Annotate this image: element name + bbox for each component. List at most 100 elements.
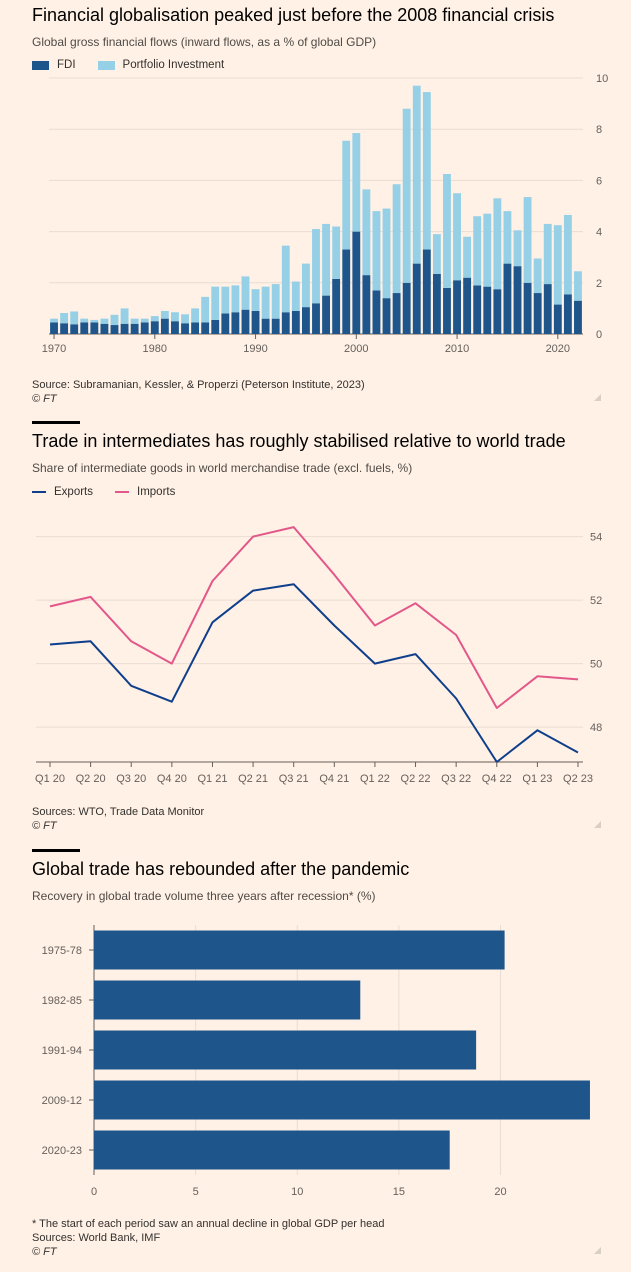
bar-fdi bbox=[523, 282, 532, 334]
chart2-legend: Exports Imports bbox=[32, 486, 189, 498]
bar-fdi bbox=[211, 319, 220, 334]
bar-fdi bbox=[473, 285, 482, 334]
bar-fdi bbox=[503, 263, 512, 334]
bar-portfolio bbox=[422, 92, 431, 250]
bar-portfolio bbox=[181, 314, 189, 324]
chart2-resize-icon bbox=[594, 821, 601, 828]
bar-fdi bbox=[140, 322, 149, 334]
bar-fdi bbox=[70, 324, 79, 334]
bar-portfolio bbox=[503, 211, 512, 264]
bar-fdi bbox=[322, 295, 331, 334]
bar-fdi bbox=[60, 323, 69, 334]
bar-fdi bbox=[372, 290, 381, 334]
y-tick-label: 48 bbox=[590, 722, 602, 734]
bar bbox=[94, 980, 361, 1020]
bar-portfolio bbox=[432, 234, 441, 274]
chart2-source: Sources: WTO, Trade Data Monitor © FT bbox=[32, 805, 204, 833]
bar-fdi bbox=[402, 282, 411, 334]
bar-fdi bbox=[301, 307, 310, 334]
chart1-source: Source: Subramanian, Kessler, & Properzi… bbox=[32, 378, 365, 406]
bar-fdi bbox=[281, 312, 290, 334]
x-tick-label: 1970 bbox=[42, 343, 66, 355]
x-tick-label: Q2 21 bbox=[238, 773, 268, 785]
bar-fdi bbox=[513, 266, 522, 334]
y-tick-label: 10 bbox=[596, 73, 608, 85]
bar-portfolio bbox=[60, 313, 69, 324]
bar bbox=[94, 1080, 590, 1120]
bar-portfolio bbox=[110, 314, 119, 326]
bar-fdi bbox=[201, 322, 210, 334]
y-tick-label: 0 bbox=[596, 329, 602, 341]
bar-portfolio bbox=[231, 285, 240, 313]
bar bbox=[94, 930, 505, 970]
bar-portfolio bbox=[221, 286, 230, 314]
bar-portfolio bbox=[523, 197, 532, 283]
bar-portfolio bbox=[332, 226, 341, 279]
x-tick-label: 10 bbox=[291, 1186, 303, 1198]
bar-portfolio bbox=[211, 286, 220, 320]
y-tick-label: 1975-78 bbox=[42, 945, 82, 957]
chart1-source-text: Source: Subramanian, Kessler, & Properzi… bbox=[32, 379, 365, 391]
bar-portfolio bbox=[140, 318, 149, 323]
bar-fdi bbox=[563, 294, 572, 334]
chart3-source: * The start of each period saw an annual… bbox=[32, 1217, 384, 1259]
bar-fdi bbox=[181, 323, 189, 334]
bar-portfolio bbox=[322, 223, 331, 296]
bar-fdi bbox=[432, 273, 441, 334]
series-line-exports bbox=[49, 583, 579, 763]
bar-portfolio bbox=[483, 213, 492, 287]
chart3-rule bbox=[32, 849, 80, 852]
x-tick-label: 5 bbox=[193, 1186, 199, 1198]
x-tick-label: 20 bbox=[494, 1186, 506, 1198]
chart3-resize-icon bbox=[594, 1247, 601, 1254]
x-tick-label: Q3 22 bbox=[441, 773, 471, 785]
bar-fdi bbox=[443, 287, 451, 334]
y-tick-label: 1991-94 bbox=[42, 1045, 82, 1057]
y-tick-label: 1982-85 bbox=[42, 995, 82, 1007]
x-tick-label: Q2 23 bbox=[563, 773, 593, 785]
bar-fdi bbox=[463, 277, 472, 334]
x-tick-label: 2020 bbox=[546, 343, 570, 355]
bar-portfolio bbox=[493, 198, 502, 290]
y-tick-label: 2 bbox=[596, 278, 602, 290]
bar-fdi bbox=[574, 300, 582, 334]
legend-item-fdi: FDI bbox=[32, 59, 76, 71]
legend-item-imports: Imports bbox=[115, 486, 175, 498]
bar-portfolio bbox=[50, 318, 58, 323]
bar-portfolio bbox=[513, 230, 522, 267]
x-tick-label: Q4 21 bbox=[319, 773, 349, 785]
chart2-source-text: Sources: WTO, Trade Data Monitor bbox=[32, 806, 205, 818]
x-tick-label: 0 bbox=[91, 1186, 97, 1198]
x-tick-label: Q1 21 bbox=[197, 773, 227, 785]
bar-portfolio bbox=[352, 133, 361, 232]
bar-fdi bbox=[150, 321, 159, 334]
bar-fdi bbox=[120, 323, 129, 334]
bar-portfolio bbox=[574, 271, 582, 301]
chart3-subtitle: Recovery in global trade volume three ye… bbox=[32, 889, 376, 903]
chart1-legend: FDI Portfolio Investment bbox=[32, 59, 238, 71]
x-tick-label: 2010 bbox=[445, 343, 469, 355]
chart3-footnote: * The start of each period saw an annual… bbox=[32, 1218, 385, 1230]
bar-portfolio bbox=[241, 276, 250, 310]
chart2-credit: © FT bbox=[32, 820, 57, 832]
x-tick-label: 1990 bbox=[243, 343, 267, 355]
y-tick-label: 54 bbox=[590, 532, 602, 544]
bar-portfolio bbox=[463, 236, 472, 278]
bar bbox=[94, 1030, 477, 1070]
bar-portfolio bbox=[70, 311, 79, 325]
bar-fdi bbox=[412, 263, 421, 334]
chart3-source-text: Sources: World Bank, IMF bbox=[32, 1232, 161, 1244]
bar-portfolio bbox=[171, 312, 179, 322]
x-tick-label: Q2 20 bbox=[76, 773, 106, 785]
x-tick-label: 2000 bbox=[344, 343, 368, 355]
bar-portfolio bbox=[533, 258, 542, 294]
series-line-imports bbox=[49, 526, 579, 709]
chart2-title: Trade in intermediates has roughly stabi… bbox=[32, 431, 566, 451]
chart1-svg: 0 2 4 6 8 10 1970 1980 1990 2000 2010 2020 bbox=[42, 73, 608, 355]
bar-fdi bbox=[231, 312, 240, 334]
bar-fdi bbox=[382, 298, 391, 334]
bar-portfolio bbox=[301, 263, 310, 308]
x-tick-label: Q1 22 bbox=[360, 773, 390, 785]
x-tick-label: Q3 21 bbox=[279, 773, 309, 785]
bar bbox=[94, 1130, 450, 1170]
